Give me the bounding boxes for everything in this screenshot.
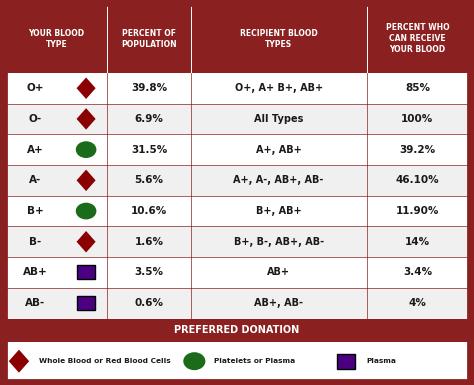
Text: 6.9%: 6.9% <box>135 114 164 124</box>
Text: 1.6%: 1.6% <box>135 237 164 247</box>
Text: O+: O+ <box>27 83 44 93</box>
Text: A+, A-, AB+, AB-: A+, A-, AB+, AB- <box>234 175 324 185</box>
Text: PERCENT WHO
CAN RECEIVE
YOUR BLOOD: PERCENT WHO CAN RECEIVE YOUR BLOOD <box>386 23 449 54</box>
Text: AB+, AB-: AB+, AB- <box>254 298 303 308</box>
Text: AB+: AB+ <box>23 268 47 278</box>
Text: B+: B+ <box>27 206 44 216</box>
FancyBboxPatch shape <box>6 134 468 165</box>
Text: 11.90%: 11.90% <box>396 206 439 216</box>
Text: B-: B- <box>29 237 41 247</box>
Polygon shape <box>9 350 29 373</box>
Text: A-: A- <box>29 175 41 185</box>
FancyBboxPatch shape <box>6 73 468 104</box>
FancyBboxPatch shape <box>77 266 95 280</box>
Text: A+: A+ <box>27 145 44 155</box>
Polygon shape <box>77 108 96 130</box>
Text: A+, AB+: A+, AB+ <box>256 145 301 155</box>
Text: 4%: 4% <box>409 298 426 308</box>
Text: Platelets or Plasma: Platelets or Plasma <box>214 358 295 364</box>
Circle shape <box>76 203 96 219</box>
FancyBboxPatch shape <box>6 196 468 226</box>
Text: 3.4%: 3.4% <box>403 268 432 278</box>
Text: YOUR BLOOD
TYPE: YOUR BLOOD TYPE <box>28 29 85 49</box>
Text: 5.6%: 5.6% <box>135 175 164 185</box>
Text: RECIPIENT BLOOD
TYPES: RECIPIENT BLOOD TYPES <box>240 29 318 49</box>
Text: 100%: 100% <box>401 114 434 124</box>
Text: All Types: All Types <box>254 114 303 124</box>
Text: 39.2%: 39.2% <box>400 145 436 155</box>
Circle shape <box>76 141 96 158</box>
FancyBboxPatch shape <box>6 5 468 73</box>
FancyBboxPatch shape <box>6 226 468 257</box>
FancyBboxPatch shape <box>337 354 355 369</box>
Text: Whole Blood or Red Blood Cells: Whole Blood or Red Blood Cells <box>39 358 171 364</box>
Text: 85%: 85% <box>405 83 430 93</box>
Text: 31.5%: 31.5% <box>131 145 167 155</box>
Text: 39.8%: 39.8% <box>131 83 167 93</box>
Text: B+, AB+: B+, AB+ <box>256 206 301 216</box>
FancyBboxPatch shape <box>6 165 468 196</box>
FancyBboxPatch shape <box>6 257 468 288</box>
Text: Plasma: Plasma <box>366 358 396 364</box>
FancyBboxPatch shape <box>77 296 95 310</box>
FancyBboxPatch shape <box>6 318 468 342</box>
Text: O+, A+ B+, AB+: O+, A+ B+, AB+ <box>235 83 323 93</box>
Text: B+, B-, AB+, AB-: B+, B-, AB+, AB- <box>234 237 324 247</box>
Text: AB-: AB- <box>25 298 46 308</box>
Text: 14%: 14% <box>405 237 430 247</box>
Polygon shape <box>77 77 96 99</box>
FancyBboxPatch shape <box>6 342 468 380</box>
Polygon shape <box>77 170 96 191</box>
FancyBboxPatch shape <box>6 104 468 134</box>
Text: 0.6%: 0.6% <box>135 298 164 308</box>
Polygon shape <box>77 231 96 253</box>
Text: 46.10%: 46.10% <box>396 175 439 185</box>
Text: AB+: AB+ <box>267 268 290 278</box>
Text: PREFERRED DONATION: PREFERRED DONATION <box>174 325 300 335</box>
Circle shape <box>183 352 205 370</box>
Text: PERCENT OF
POPULATION: PERCENT OF POPULATION <box>121 29 177 49</box>
Text: O-: O- <box>28 114 42 124</box>
FancyBboxPatch shape <box>6 288 468 318</box>
Text: 3.5%: 3.5% <box>135 268 164 278</box>
Text: 10.6%: 10.6% <box>131 206 167 216</box>
